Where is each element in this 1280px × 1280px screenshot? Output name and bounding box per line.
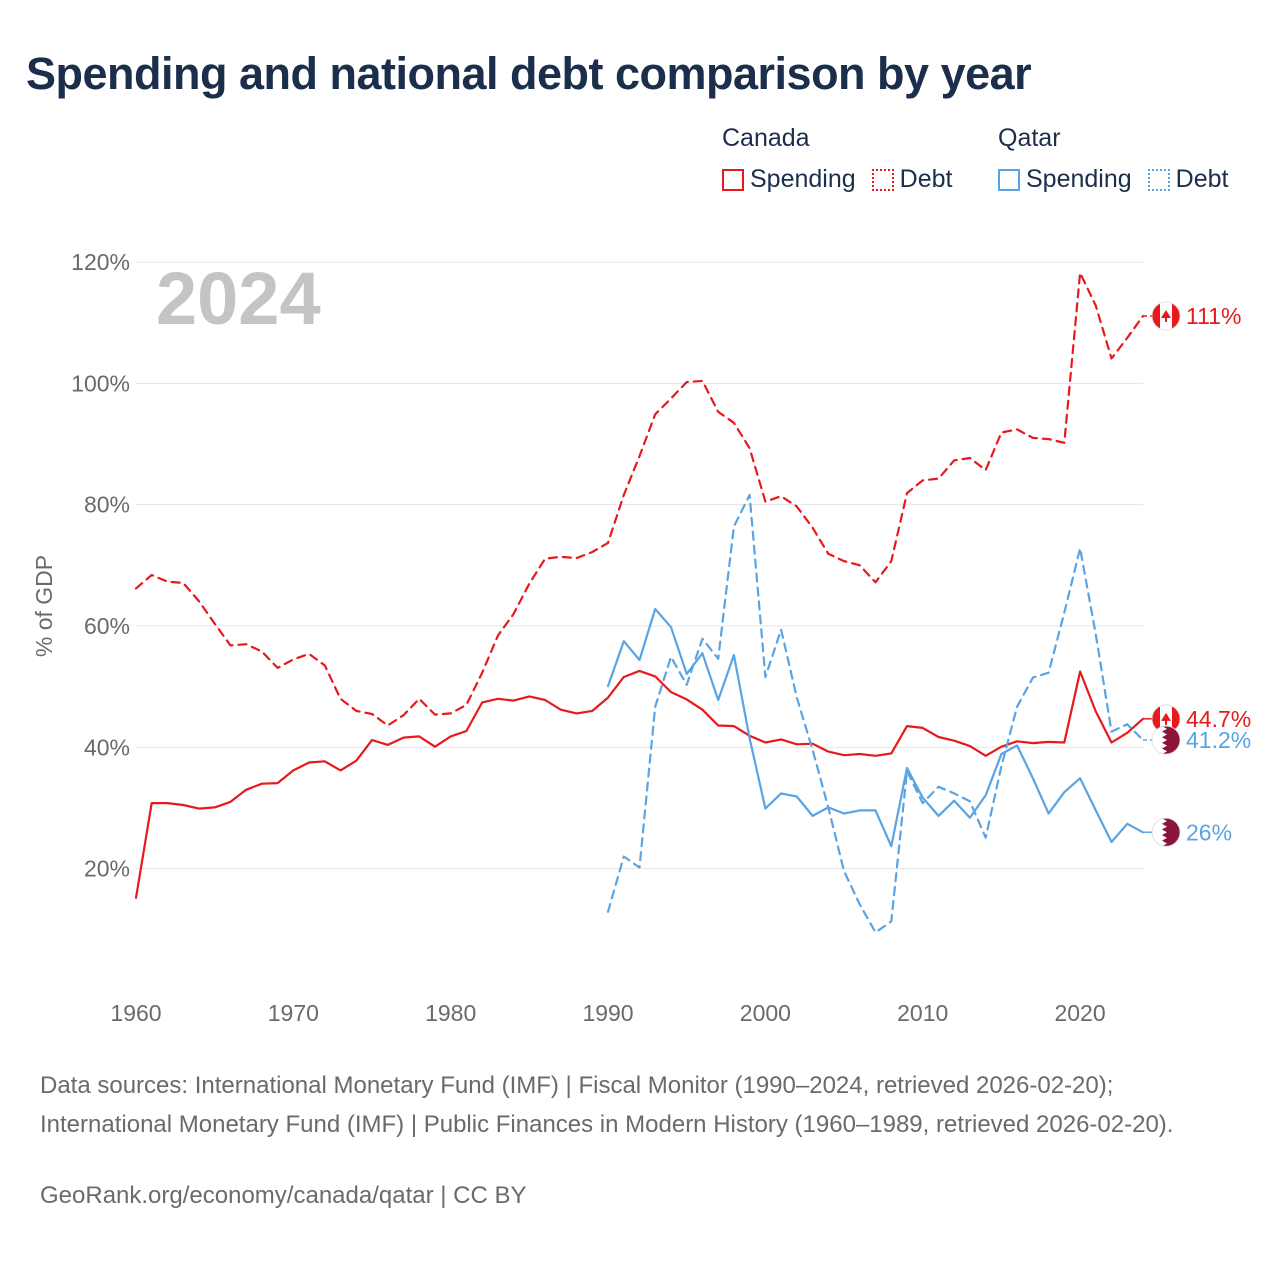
- x-tick-label: 1960: [110, 1000, 161, 1026]
- end-label-qa-debt: 41.2%: [1186, 727, 1251, 753]
- y-tick-label: 40%: [84, 734, 130, 760]
- data-sources: Data sources: International Monetary Fun…: [40, 1072, 1174, 1138]
- legend-label: Spending: [1026, 165, 1132, 193]
- series-line-qa-spending: [606, 607, 1145, 848]
- legend-label: Debt: [899, 165, 953, 193]
- legend-swatch-solid-blue: [998, 168, 1020, 191]
- x-tick-label: 2020: [1054, 1000, 1105, 1026]
- y-tick-label: 80%: [84, 492, 130, 518]
- legend-item-canada-spending[interactable]: Spending: [722, 165, 856, 194]
- x-tick-label: 2010: [897, 1000, 948, 1026]
- x-tick-label: 1970: [268, 1000, 319, 1026]
- y-tick-label: 120%: [71, 249, 130, 275]
- series-line-qa-debt: [606, 493, 1145, 934]
- line-chart: 20% 40% 60% 80% 100% 120% 1960 1970 1980 1990 200…: [31, 249, 1251, 1026]
- legend-swatch-dotted-red: [871, 168, 894, 191]
- end-label-ca-spending: 44.7%: [1186, 706, 1251, 732]
- y-axis-ticks: 20% 40% 60% 80% 100% 120%: [71, 249, 130, 882]
- legend-country-qatar: Qatar: [998, 124, 1061, 152]
- end-label-ca-debt: 111%: [1186, 303, 1241, 329]
- y-axis-label: % of GDP: [31, 555, 57, 657]
- chart-title: Spending and national debt comparison by…: [26, 48, 1032, 99]
- legend-item-qatar-spending[interactable]: Spending: [998, 165, 1132, 194]
- canada-flag-icon: [1151, 704, 1181, 734]
- qatar-flag-icon: [1151, 725, 1181, 755]
- series-lines: [134, 271, 1145, 934]
- y-tick-label: 60%: [84, 613, 130, 639]
- year-watermark: 2024: [156, 257, 321, 340]
- y-tick-label: 100%: [71, 370, 130, 396]
- end-labels: 44.7% 111% 26% 41.2%: [1143, 301, 1251, 847]
- legend-swatch-solid-red: [722, 168, 744, 191]
- legend-country-canada: Canada: [722, 124, 810, 152]
- legend-swatch-dotted-blue: [1147, 168, 1170, 191]
- credit-link[interactable]: GeoRank.org/economy/canada/qatar | CC BY: [40, 1182, 527, 1209]
- canada-flag-icon: [1151, 301, 1181, 331]
- y-tick-label: 20%: [84, 856, 130, 882]
- x-tick-label: 1990: [582, 1000, 633, 1026]
- legend-item-qatar-debt[interactable]: Debt: [1147, 165, 1229, 194]
- x-axis-ticks: 1960 1970 1980 1990 2000 2010 2020: [110, 1000, 1105, 1026]
- legend-group-qatar: Qatar Spending Debt: [998, 124, 1228, 194]
- gridlines: [136, 261, 1143, 870]
- legend-label: Debt: [1175, 165, 1229, 193]
- qatar-flag-icon: [1151, 817, 1181, 847]
- x-tick-label: 1980: [425, 1000, 476, 1026]
- end-label-qa-spending: 26%: [1186, 819, 1232, 845]
- legend-group-canada: Canada Spending Debt: [722, 124, 952, 194]
- x-tick-label: 2000: [740, 1000, 791, 1026]
- legend-item-canada-debt[interactable]: Debt: [871, 165, 953, 194]
- series-line-ca-debt: [134, 271, 1145, 727]
- series-line-ca-spending: [134, 669, 1145, 899]
- legend-label: Spending: [750, 165, 856, 193]
